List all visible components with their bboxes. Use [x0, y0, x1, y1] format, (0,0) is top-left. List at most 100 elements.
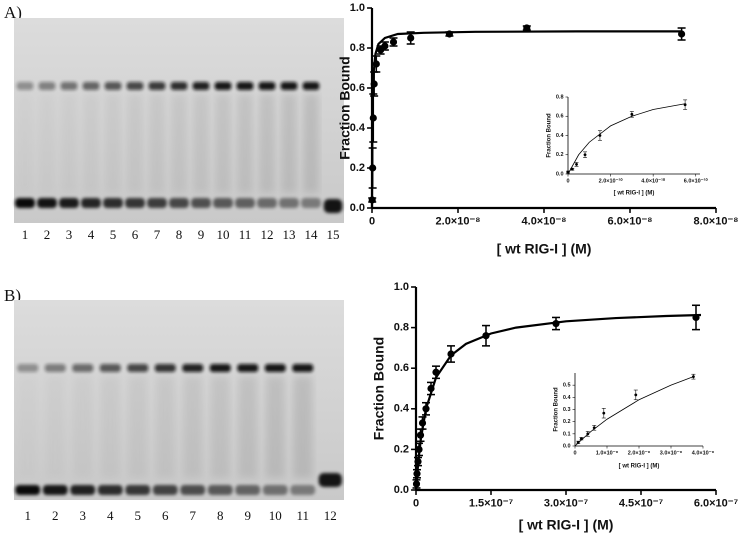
- gel-band: [37, 198, 57, 208]
- gel-smear: [293, 376, 313, 478]
- gel-band: [192, 82, 210, 90]
- gel-band: [258, 82, 276, 90]
- gel-smear: [100, 376, 120, 478]
- y-axis-title: Fraction Bound: [337, 56, 353, 159]
- gel-band: [257, 198, 277, 208]
- data-point: [407, 34, 415, 42]
- y-tick-label: 0.8: [394, 322, 409, 334]
- y-tick-label: 0.2: [556, 152, 564, 158]
- y-tick-label: 0.0: [563, 443, 571, 449]
- gel-smear: [39, 94, 55, 193]
- gel-band: [323, 199, 343, 213]
- gel-smear: [265, 376, 285, 478]
- gel-band: [292, 364, 314, 372]
- gel-band: [235, 485, 261, 495]
- gel-smear: [237, 94, 253, 193]
- chart: 0.0 0.2 0.4 0.6 0.8 1.0 0 1.5×10⁻⁷ 3.0×10⁻⁷ 4.5×1…: [371, 281, 739, 533]
- x-tick-label: 4.0×10⁻⁸: [692, 450, 715, 456]
- gel-band: [82, 82, 100, 90]
- gel-band: [264, 364, 286, 372]
- lane-label: 4: [88, 227, 95, 242]
- lane-label: 7: [190, 508, 197, 523]
- x-tick-label: 4.5×10⁻⁷: [619, 498, 664, 510]
- gel-band: [60, 82, 78, 90]
- gel-band: [103, 198, 123, 208]
- gel-band: [70, 485, 96, 495]
- y-axis-title: Fraction Bound: [371, 337, 387, 440]
- fit-curve: [370, 30, 682, 209]
- y-tick-label: 0.2: [563, 419, 571, 425]
- lane-label: 2: [44, 227, 51, 242]
- lane-label: 12: [324, 508, 337, 523]
- gel-band: [301, 198, 321, 208]
- lane-label: 5: [135, 508, 142, 523]
- y-tick-label: 0.6: [556, 114, 564, 120]
- chart: 0.0 0.2 0.4 0.6 0.8 0 2.0×10⁻¹⁰ 4.0×10⁻¹⁰ 6.0×10…: [547, 94, 709, 196]
- data-point: [630, 112, 634, 116]
- lane-label: 6: [132, 227, 139, 242]
- gel-band: [81, 198, 101, 208]
- x-tick-label: 3.0×10⁻⁷: [544, 498, 589, 510]
- y-tick-label: 0.0: [556, 171, 564, 177]
- gel-band: [126, 82, 144, 90]
- x-tick-label: 4.0×10⁻⁸: [522, 216, 567, 228]
- gel-background: [14, 300, 344, 500]
- lane-label: 9: [245, 508, 252, 523]
- lane-label: 10: [269, 508, 282, 523]
- gel-band: [15, 198, 35, 208]
- lane-label: 3: [80, 508, 87, 523]
- gel-band: [302, 82, 320, 90]
- data-point: [575, 162, 578, 166]
- x-tick-label: 1.0×10⁻⁸: [596, 450, 619, 456]
- x-axis-title: [ wt RIG-I ] (M): [619, 464, 660, 470]
- lane-label: 14: [305, 227, 319, 242]
- x-tick-label: 4.0×10⁻¹⁰: [641, 177, 666, 184]
- lane-label: 3: [66, 227, 73, 242]
- data-point: [389, 38, 398, 46]
- gel-band: [182, 364, 204, 372]
- lane-label: 1: [22, 227, 29, 242]
- gel-smear: [105, 94, 121, 193]
- fit-curve: [414, 313, 702, 491]
- data-point: [381, 42, 389, 50]
- y-tick-label: 0.6: [394, 362, 409, 374]
- gel-band: [16, 82, 34, 90]
- gel-smear: [17, 94, 33, 193]
- y-tick-label: 0.4: [394, 403, 410, 415]
- gel-smear: [259, 94, 275, 193]
- lane-label: 6: [162, 508, 169, 523]
- gel-band: [104, 82, 122, 90]
- x-axis-title: [ wt RIG-I ] (M): [519, 517, 614, 533]
- gel-image: [14, 18, 344, 223]
- gel-band: [44, 364, 66, 372]
- gel-band: [180, 485, 206, 495]
- lane-label: 11: [296, 508, 309, 523]
- gel-smear: [127, 94, 143, 193]
- gel-band: [59, 198, 79, 208]
- x-axis-title: [ wt RIG-I ] (M): [497, 241, 592, 257]
- gel-band: [290, 485, 316, 495]
- gel-band: [17, 364, 39, 372]
- lane-label: 7: [154, 227, 161, 242]
- data-point: [583, 153, 587, 157]
- y-tick-label: 0.4: [563, 395, 572, 401]
- gel-band: [214, 82, 232, 90]
- data-point: [602, 411, 606, 415]
- x-tick-label: 2.0×10⁻⁸: [436, 216, 481, 228]
- gel-smear: [183, 376, 203, 478]
- gel-smear: [171, 94, 187, 193]
- gel-band: [99, 364, 121, 372]
- x-tick-label: 6.0×10⁻⁸: [608, 216, 653, 228]
- lane-label: 1: [25, 508, 32, 523]
- x-tick-label: 0: [369, 216, 375, 228]
- lane-label: 9: [198, 227, 205, 242]
- x-tick-label: 8.0×10⁻⁸: [694, 216, 739, 228]
- x-tick-label: 2.0×10⁻¹⁰: [599, 177, 624, 184]
- x-tick-label: 2.0×10⁻⁸: [628, 450, 651, 456]
- chart: 0.0 0.2 0.4 0.6 0.8 1.0 0 2.0×10⁻⁸ 4.0×10⁻⁸ 6.0×1…: [337, 2, 739, 257]
- gel-band: [209, 364, 231, 372]
- gel-band: [148, 82, 166, 90]
- y-tick-label: 0.0: [394, 484, 409, 496]
- gel-band: [235, 198, 255, 208]
